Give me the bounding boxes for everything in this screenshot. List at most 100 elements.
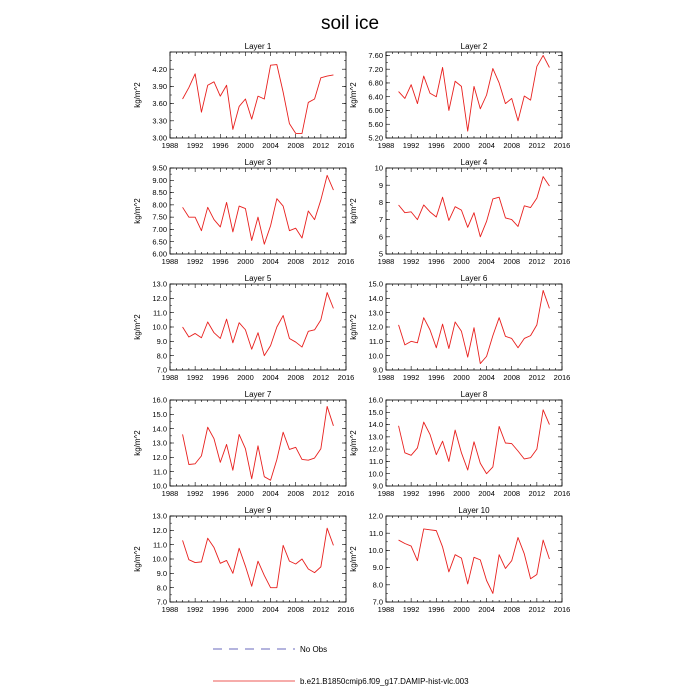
x-tick-label: 1988 [378, 257, 395, 266]
series-line [182, 406, 334, 481]
y-tick-label: 7.50 [152, 213, 167, 222]
x-tick-label: 1988 [378, 141, 395, 150]
x-tick-label: 2016 [554, 141, 571, 150]
x-tick-label: 2000 [453, 605, 470, 614]
x-tick-label: 1992 [403, 605, 420, 614]
panel-title: Layer 10 [458, 506, 490, 515]
y-tick-label: 5.60 [368, 120, 383, 129]
y-tick-label: 9.00 [152, 176, 167, 185]
chart-panel-7: Layer 7 1988 1992 1996 2000 2004 2008 2012 2016 1… [133, 390, 354, 498]
y-tick-label: 7.00 [152, 225, 167, 234]
panel-title: Layer 6 [461, 274, 488, 283]
series-line [182, 292, 334, 357]
y-tick-label: 12.0 [368, 323, 383, 332]
chart-panel-10: Layer 10 1988 1992 1996 2000 2004 2008 2012 2016… [349, 506, 570, 614]
plot-frame [169, 51, 347, 139]
y-tick-label: 8.50 [152, 188, 167, 197]
x-tick-label: 2016 [554, 373, 571, 382]
series-line [182, 527, 334, 589]
x-tick-label: 1992 [403, 373, 420, 382]
y-axis-label: kg/m^2 [349, 314, 358, 340]
y-tick-label: 13.0 [368, 308, 383, 317]
y-axis-label: kg/m^2 [133, 430, 142, 456]
x-tick-label: 1996 [212, 605, 229, 614]
x-tick-label: 2000 [453, 373, 470, 382]
x-tick-label: 2000 [237, 141, 254, 150]
x-tick-label: 2008 [503, 489, 520, 498]
y-tick-label: 5.20 [368, 134, 383, 143]
x-tick-label: 1996 [428, 489, 445, 498]
y-tick-label: 10.0 [368, 546, 383, 555]
x-tick-label: 1996 [428, 141, 445, 150]
y-tick-label: 3.00 [152, 134, 167, 143]
chart-panel-5: Layer 5 1988 1992 1996 2000 2004 2008 2012 2016 7… [133, 274, 354, 382]
panel-title: Layer 9 [245, 506, 272, 515]
y-tick-label: 4.20 [152, 65, 167, 74]
y-tick-label: 13.0 [368, 432, 383, 441]
x-tick-label: 2012 [529, 141, 546, 150]
x-tick-label: 1996 [212, 373, 229, 382]
y-axis-label: kg/m^2 [133, 82, 142, 108]
x-tick-label: 2000 [237, 605, 254, 614]
y-tick-label: 10.0 [152, 323, 167, 332]
x-tick-label: 2008 [287, 605, 304, 614]
x-tick-label: 2004 [478, 257, 495, 266]
x-tick-label: 2004 [262, 373, 279, 382]
x-tick-label: 2008 [503, 141, 520, 150]
x-tick-label: 1988 [162, 605, 179, 614]
y-tick-label: 11.0 [369, 457, 383, 466]
x-tick-label: 1988 [378, 373, 395, 382]
y-tick-label: 8 [379, 198, 383, 207]
x-tick-label: 2012 [313, 141, 330, 150]
x-tick-label: 2000 [237, 373, 254, 382]
y-axis-label: kg/m^2 [349, 198, 358, 224]
panels-container: Layer 1 1988 1992 1996 2000 2004 2008 2012 2016 3… [133, 42, 570, 614]
x-tick-label: 2000 [453, 489, 470, 498]
y-tick-label: 6.00 [152, 250, 167, 259]
panel-title: Layer 7 [245, 390, 272, 399]
x-tick-label: 1996 [428, 605, 445, 614]
x-tick-label: 2012 [313, 257, 330, 266]
x-tick-label: 2016 [338, 141, 355, 150]
y-tick-label: 14.0 [152, 424, 167, 433]
y-axis-label: kg/m^2 [133, 546, 142, 572]
plot-frame [169, 167, 347, 255]
y-tick-label: 13.0 [152, 280, 167, 289]
x-tick-label: 2000 [453, 257, 470, 266]
chart-panel-1: Layer 1 1988 1992 1996 2000 2004 2008 2012 2016 3… [133, 42, 354, 150]
x-tick-label: 2016 [338, 373, 355, 382]
plot-frame [169, 515, 347, 603]
x-tick-label: 1992 [403, 257, 420, 266]
x-tick-label: 2004 [478, 489, 495, 498]
x-tick-label: 1996 [428, 373, 445, 382]
x-tick-label: 2016 [338, 489, 355, 498]
y-tick-label: 6.40 [368, 92, 383, 101]
x-tick-label: 2016 [338, 605, 355, 614]
y-tick-label: 10.0 [152, 555, 167, 564]
x-tick-label: 2004 [262, 257, 279, 266]
y-axis-label: kg/m^2 [133, 198, 142, 224]
y-tick-label: 16.0 [152, 396, 167, 405]
x-tick-label: 1996 [212, 141, 229, 150]
y-tick-label: 9.0 [373, 366, 383, 375]
y-tick-label: 13.0 [152, 512, 167, 521]
x-tick-label: 1988 [162, 489, 179, 498]
y-tick-label: 7.20 [368, 65, 383, 74]
y-tick-label: 12.0 [368, 445, 383, 454]
x-tick-label: 2008 [503, 257, 520, 266]
x-tick-label: 2016 [554, 257, 571, 266]
y-tick-label: 10 [375, 164, 383, 173]
x-tick-label: 2004 [262, 605, 279, 614]
x-tick-label: 1996 [212, 489, 229, 498]
x-tick-label: 2012 [313, 489, 330, 498]
y-tick-label: 12.0 [152, 294, 167, 303]
x-tick-label: 2000 [453, 141, 470, 150]
y-tick-label: 6.00 [368, 106, 383, 115]
chart-panel-9: Layer 9 1988 1992 1996 2000 2004 2008 2012 2016 7… [133, 506, 354, 614]
x-tick-label: 1988 [378, 605, 395, 614]
panel-title: Layer 4 [461, 158, 488, 167]
panel-title: Layer 2 [461, 42, 488, 51]
legend-label-no-obs: No Obs [300, 645, 327, 654]
y-tick-label: 11.0 [153, 308, 167, 317]
